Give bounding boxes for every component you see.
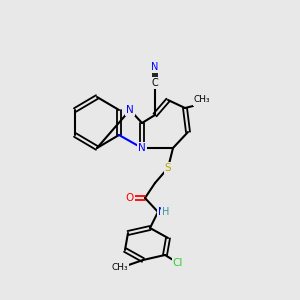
Text: C: C [152,78,158,88]
Text: N: N [158,207,166,217]
Text: N: N [138,143,146,153]
Text: H: H [162,207,170,217]
Text: N: N [126,105,134,115]
Text: CH₃: CH₃ [194,95,210,104]
Text: S: S [165,163,171,173]
Text: O: O [126,193,134,203]
Text: Cl: Cl [173,258,183,268]
Text: N: N [151,62,159,72]
Text: CH₃: CH₃ [112,263,128,272]
